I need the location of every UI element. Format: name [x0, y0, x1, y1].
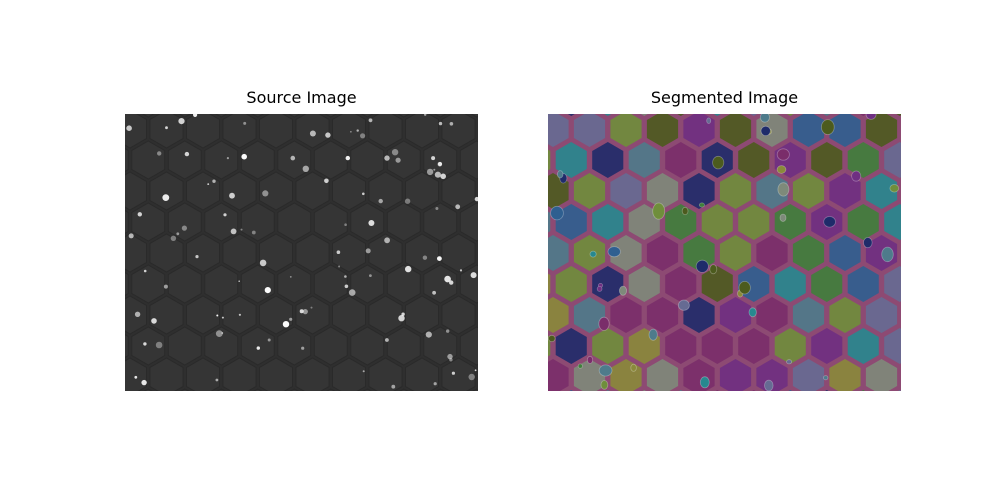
source-image [125, 114, 478, 391]
source-wells [125, 114, 478, 391]
segmented-wells [548, 114, 901, 391]
segmented-particles [548, 114, 900, 391]
segmented-image-panel: Segmented Image [548, 88, 901, 391]
segmented-image [548, 114, 901, 391]
source-particles [126, 114, 478, 389]
source-image-panel: Source Image [125, 88, 478, 391]
segmented-image-title: Segmented Image [650, 88, 799, 107]
segmented-image-canvas [548, 114, 901, 391]
source-image-title: Source Image [246, 88, 357, 107]
source-image-canvas [125, 114, 478, 391]
